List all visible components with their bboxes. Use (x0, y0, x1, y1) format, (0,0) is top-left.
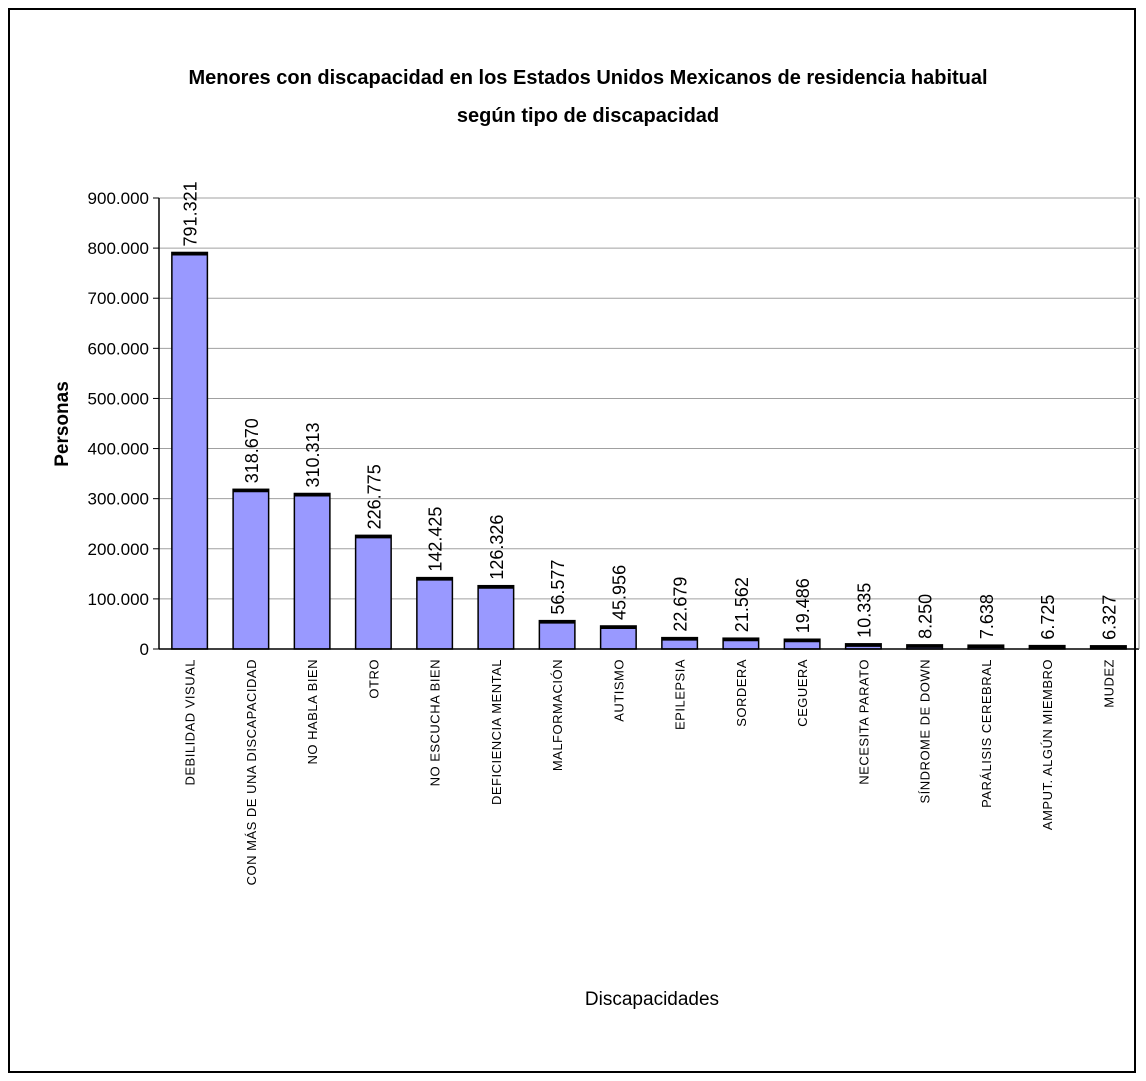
data-label: 6.327 (1099, 595, 1119, 640)
category-label: SÍNDROME DE DOWN (918, 659, 933, 804)
data-label: 310.313 (303, 422, 323, 487)
category-label: SORDERA (734, 659, 749, 727)
y-tick-label: 200.000 (88, 540, 149, 559)
data-label: 22.679 (671, 577, 691, 632)
y-tick-label: 500.000 (88, 389, 149, 408)
bar (477, 584, 515, 650)
bar (232, 488, 270, 650)
data-label: 6.725 (1038, 595, 1058, 640)
data-label: 142.425 (426, 507, 446, 572)
data-label: 791.321 (181, 181, 201, 246)
category-labels: DEBILIDAD VISUAL CON MÁS DE UNA DISCAPACI… (183, 659, 1117, 885)
data-label: 56.577 (548, 560, 568, 615)
data-label: 318.670 (242, 418, 262, 483)
y-tick-label: 0 (140, 640, 149, 659)
category-label: PARÁLISIS CEREBRAL (979, 659, 994, 808)
category-label: CON MÁS DE UNA DISCAPACIDAD (244, 659, 259, 885)
y-tick-label: 800.000 (88, 239, 149, 258)
bar (538, 619, 576, 650)
y-tick-label: 300.000 (88, 490, 149, 509)
data-label: 126.326 (487, 515, 507, 580)
category-label: CEGUERA (795, 659, 810, 727)
bar (599, 625, 637, 650)
bar (354, 534, 392, 650)
category-label: NO HABLA BIEN (305, 659, 320, 764)
category-label: MALFORMACIÓN (550, 659, 565, 771)
y-tick-label: 700.000 (88, 289, 149, 308)
category-label: AMPUT. ALGÚN MIEMBRO (1040, 659, 1055, 830)
category-label: NECESITA PARATO (856, 659, 871, 785)
bars (171, 251, 1127, 650)
x-axis-label: Discapacidades (585, 989, 719, 1010)
bar (171, 251, 209, 650)
data-label: 8.250 (916, 594, 936, 639)
y-tick-label: 400.000 (88, 440, 149, 459)
category-label: AUTISMO (611, 659, 626, 722)
chart-title-line-2: según tipo de discapacidad (457, 105, 719, 127)
bar (416, 576, 454, 650)
y-axis-ticks: 0 100.000 200.000 300.000 400.000 500.000 600.… (88, 189, 159, 659)
category-label: OTRO (366, 659, 381, 699)
y-tick-label: 600.000 (88, 339, 149, 358)
y-tick-label: 100.000 (88, 590, 149, 609)
y-tick-label: 900.000 (88, 189, 149, 208)
bar (293, 492, 331, 650)
data-label: 10.335 (854, 583, 874, 638)
data-label: 21.562 (732, 577, 752, 632)
category-label: DEFICIENCIA MENTAL (489, 659, 504, 805)
category-label: NO ESCUCHA BIEN (428, 659, 443, 786)
data-label: 226.775 (364, 464, 384, 529)
chart-title-line-1: Menores con discapacidad en los Estados … (188, 67, 987, 89)
category-label: DEBILIDAD VISUAL (183, 659, 198, 786)
axes (158, 198, 1140, 650)
data-labels: 791.321 318.670 310.313 226.775 142.425 126.3… (181, 181, 1120, 639)
category-label: MUDEZ (1101, 659, 1116, 708)
category-label: EPILEPSIA (673, 659, 688, 730)
data-label: 19.486 (793, 578, 813, 633)
y-axis-label: Personas (52, 381, 73, 467)
data-label: 45.956 (609, 565, 629, 620)
data-label: 7.638 (977, 594, 997, 639)
